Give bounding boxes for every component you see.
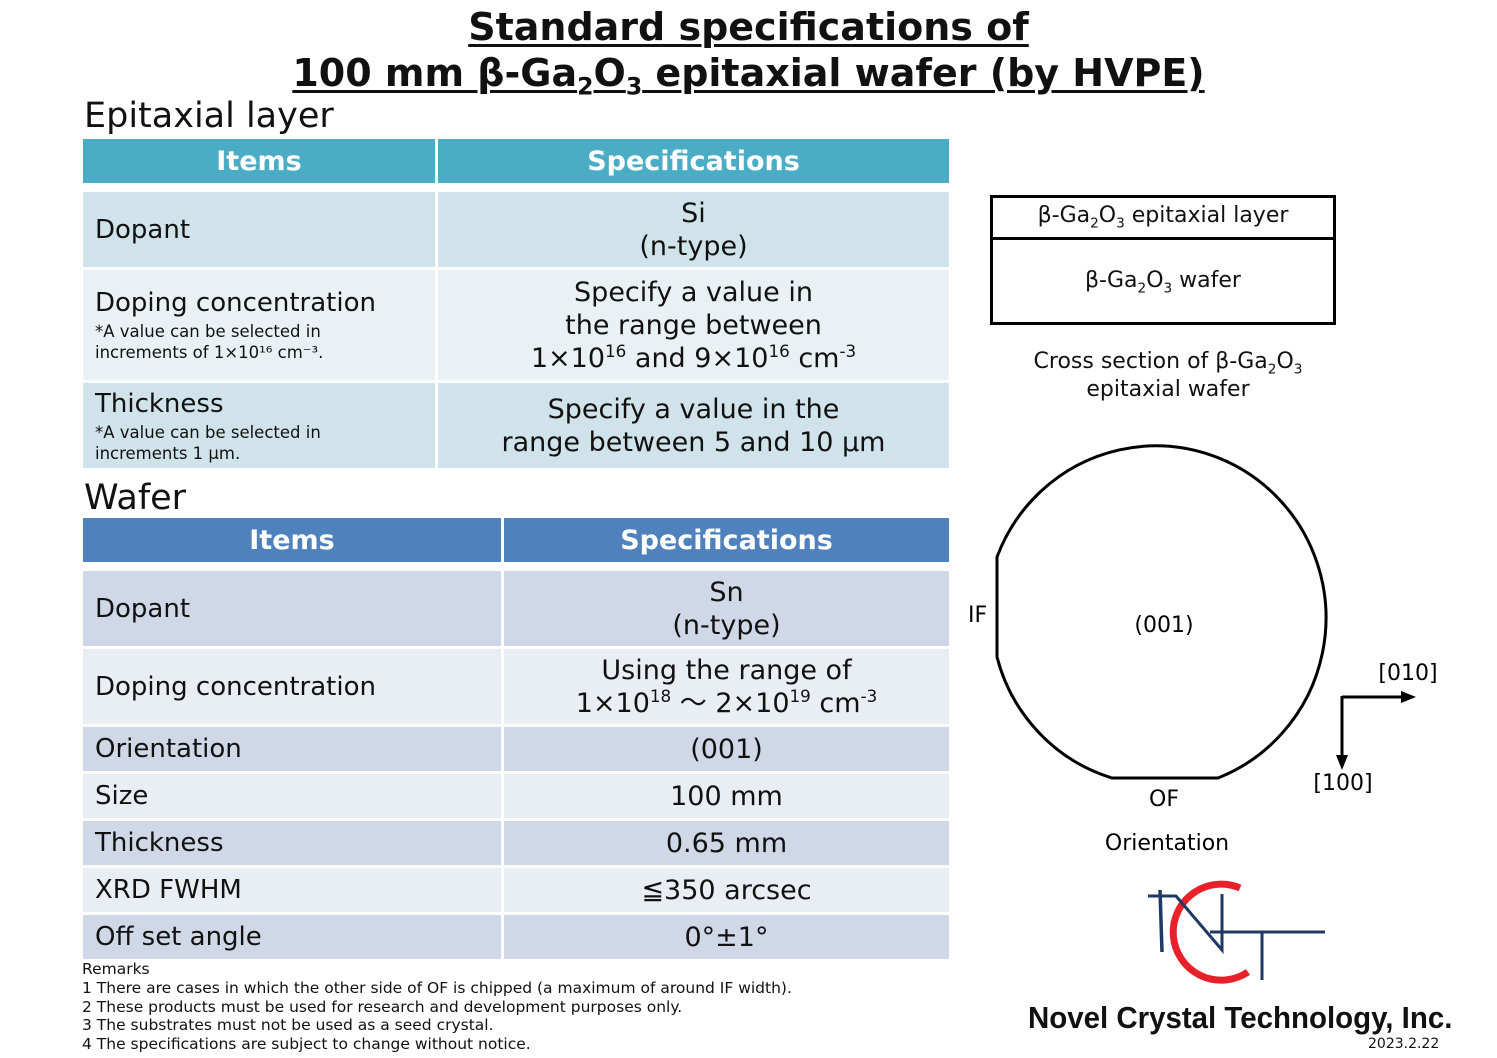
orientation-caption: Orientation xyxy=(1105,831,1229,856)
cross-section-diagram: β-Ga2O3 epitaxial layer β-Ga2O3 wafer xyxy=(990,195,1336,325)
col-items: Items xyxy=(80,136,438,186)
table-row-value: 0°±1° xyxy=(501,912,952,962)
title-line-2: 100 mm β-Ga2O3 epitaxial wafer (by HVPE) xyxy=(292,51,1205,101)
table-row-value: (001) xyxy=(501,724,952,774)
wafer-spec-table: Items Specifications Dopant Sn (n-type) Do… xyxy=(80,515,952,962)
remark-item: 3 The substrates must not be used as a s… xyxy=(82,1016,494,1035)
of-label: OF xyxy=(1149,787,1179,812)
document-date: 2023.2.22 xyxy=(1368,1036,1440,1052)
axis-010-label: [010] xyxy=(1378,661,1437,686)
company-name: Novel Crystal Technology, Inc. xyxy=(1028,1000,1453,1035)
table-row-value: ≦350 arcsec xyxy=(501,865,952,915)
table-row-label: Size xyxy=(80,771,504,821)
epi-thickness-value: Specify a value in the range between 5 an… xyxy=(435,380,952,471)
axis-100-arrowhead xyxy=(1336,755,1348,770)
table-row-label: Orientation xyxy=(80,724,504,774)
table-row-label: Off set angle xyxy=(80,912,504,962)
if-label: IF xyxy=(968,603,987,628)
epitaxial-spec-table: Items Specifications Dopant Si (n-type) Do… xyxy=(80,136,952,471)
wafer-orientation-diagram: (001) IF OF [010] [100] Orientation xyxy=(968,444,1438,856)
col-specs: Specifications xyxy=(501,515,952,565)
epi-doping-value: Specify a value in the range between 1×101… xyxy=(435,267,952,383)
table-row-value: 0.65 mm xyxy=(501,818,952,868)
remark-item: 2 These products must be used for resear… xyxy=(82,997,683,1016)
remarks: Remarks 1 There are cases in which the o… xyxy=(82,960,792,1054)
col-items: Items xyxy=(80,515,504,565)
wafer-heading: Wafer xyxy=(84,478,187,518)
epi-dopant-label: Dopant xyxy=(80,189,438,270)
wafer-dopant-label: Dopant xyxy=(80,568,504,649)
epi-thickness-label: Thickness *A value can be selected in incr… xyxy=(80,380,438,471)
company-logo xyxy=(1148,880,1325,984)
wafer-doping-value: Using the range of 1×1018 ～ 2×1019 cm-3 xyxy=(501,646,952,727)
remarks-title: Remarks xyxy=(82,960,150,978)
table-row-label: XRD FWHM xyxy=(80,865,504,915)
remark-item: 4 The specifications are subject to chan… xyxy=(82,1035,531,1054)
axis-100-label: [100] xyxy=(1313,771,1372,796)
epi-dopant-value: Si (n-type) xyxy=(435,189,952,270)
wafer-face-label: (001) xyxy=(1134,613,1193,638)
axis-010-arrowhead xyxy=(1401,691,1416,703)
wafer-doping-label: Doping concentration xyxy=(80,646,504,727)
remark-item: 1 There are cases in which the other sid… xyxy=(82,978,792,997)
wafer-outline xyxy=(995,444,1328,780)
epitaxial-heading: Epitaxial layer xyxy=(84,96,334,136)
table-row-value: 100 mm xyxy=(501,771,952,821)
table-row-label: Thickness xyxy=(80,818,504,868)
epi-doping-label: Doping concentration *A value can be sele… xyxy=(80,267,438,383)
col-specs: Specifications xyxy=(435,136,952,186)
cross-section-caption: Cross section of β-Ga2O3 epitaxial wafer xyxy=(1033,349,1303,402)
wafer-dopant-value: Sn (n-type) xyxy=(501,568,952,649)
wafer-layer-box: β-Ga2O3 wafer xyxy=(1085,268,1241,297)
title-line-1: Standard specifications of xyxy=(468,5,1029,49)
epitaxial-layer-box: β-Ga2O3 epitaxial layer xyxy=(993,198,1333,240)
